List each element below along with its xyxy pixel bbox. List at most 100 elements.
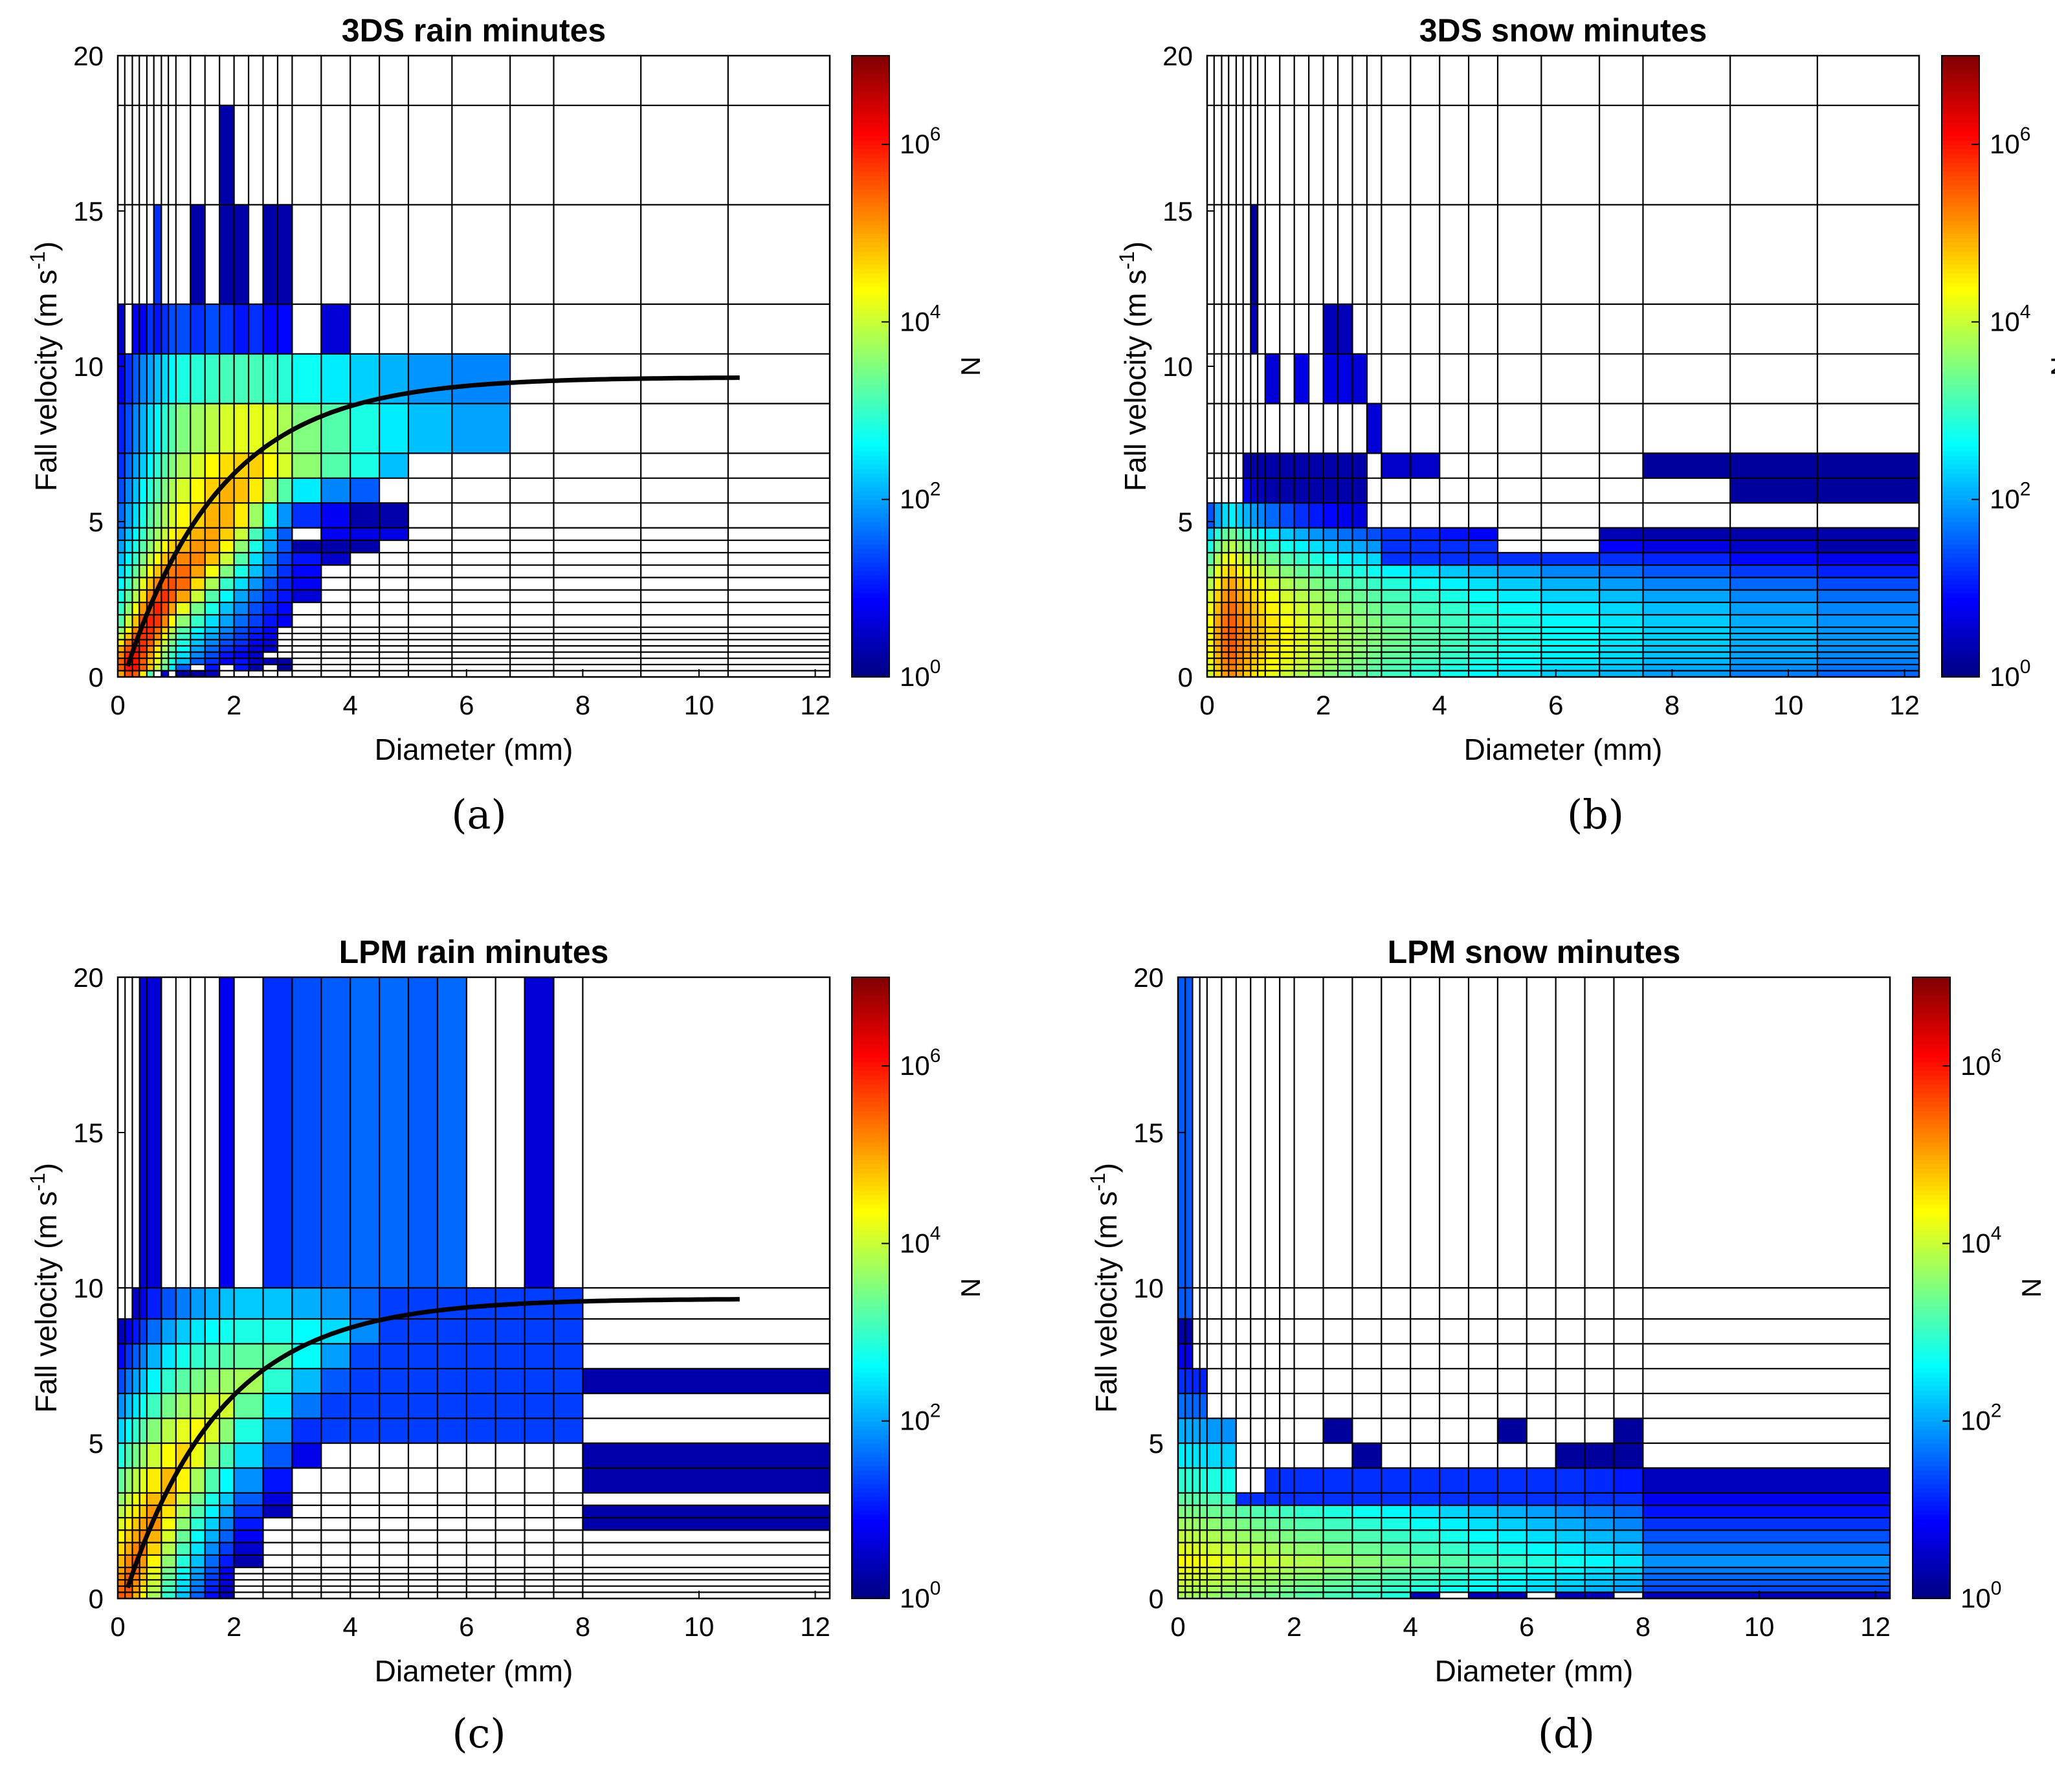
colorbar-step bbox=[852, 224, 889, 230]
heatmap-cell bbox=[1614, 1418, 1643, 1443]
heatmap-cell bbox=[1309, 503, 1324, 528]
heatmap-cell bbox=[1258, 478, 1265, 503]
heatmap-cell bbox=[1258, 577, 1265, 590]
heatmap-cell bbox=[1730, 664, 1817, 671]
heatmap-cell bbox=[132, 1319, 140, 1344]
heatmap-cell bbox=[249, 664, 263, 671]
heatmap-cell bbox=[139, 1319, 147, 1344]
heatmap-cell bbox=[1221, 1542, 1236, 1555]
colorbar-step bbox=[1913, 1532, 1950, 1537]
colorbar-step bbox=[1913, 1145, 1950, 1151]
heatmap-cell bbox=[1338, 615, 1353, 628]
colorbar-step bbox=[1942, 331, 1979, 336]
colorbar-step bbox=[1942, 250, 1979, 256]
heatmap-cell bbox=[1469, 590, 1498, 603]
heatmap-cell bbox=[1265, 670, 1280, 677]
heatmap-cell bbox=[1614, 1518, 1643, 1531]
heatmap-cell bbox=[1469, 664, 1498, 671]
heatmap-cell bbox=[132, 565, 140, 578]
heatmap-cell bbox=[1338, 670, 1353, 677]
colorbar-step bbox=[1942, 180, 1979, 185]
x-tick-label: 2 bbox=[227, 690, 241, 720]
colorbar-step bbox=[1942, 455, 1979, 460]
heatmap-cell bbox=[205, 1368, 220, 1394]
heatmap-cell bbox=[1265, 652, 1280, 659]
colorbar-step bbox=[1942, 397, 1979, 403]
heatmap-cell bbox=[1541, 633, 1600, 640]
heatmap-cell bbox=[292, 553, 322, 566]
heatmap-cell bbox=[1294, 1586, 1324, 1593]
heatmap-cell bbox=[1228, 615, 1236, 628]
heatmap-cell bbox=[161, 1518, 176, 1531]
heatmap-cell bbox=[1221, 540, 1229, 553]
heatmap-cell bbox=[1250, 1492, 1265, 1505]
colorbar-step bbox=[852, 1039, 889, 1045]
heatmap-cell bbox=[1410, 664, 1440, 671]
colorbar-step bbox=[1942, 508, 1979, 514]
heatmap-cell bbox=[1309, 664, 1324, 671]
heatmap-cell bbox=[161, 1288, 176, 1319]
x-tick-label: 12 bbox=[800, 690, 830, 720]
heatmap-cell bbox=[190, 1518, 205, 1531]
heatmap-cell bbox=[1410, 1573, 1440, 1580]
heatmap-cell bbox=[1250, 1573, 1265, 1580]
heatmap-cell bbox=[408, 1418, 438, 1443]
heatmap-cell bbox=[1178, 1368, 1186, 1394]
heatmap-cell bbox=[1439, 1518, 1469, 1531]
colorbar-step bbox=[1942, 481, 1979, 487]
colorbar-step bbox=[852, 641, 889, 647]
colorbar-step bbox=[852, 1350, 889, 1355]
heatmap-cell bbox=[452, 403, 511, 454]
x-tick-label: 12 bbox=[1889, 690, 1920, 720]
colorbar-step bbox=[1942, 525, 1979, 531]
colorbar-step bbox=[1913, 995, 1950, 1001]
heatmap-cell bbox=[1294, 615, 1309, 628]
colorbar-step bbox=[1942, 242, 1979, 247]
heatmap-cell bbox=[1250, 453, 1258, 478]
colorbar-step bbox=[1942, 588, 1979, 593]
colorbar-step bbox=[852, 366, 889, 371]
heatmap-cell bbox=[1243, 478, 1251, 503]
heatmap-cell bbox=[1265, 565, 1280, 578]
colorbar-step bbox=[852, 384, 889, 390]
heatmap-cell bbox=[1206, 1567, 1222, 1574]
heatmap-cell bbox=[161, 1505, 176, 1518]
heatmap-cell bbox=[1214, 577, 1222, 590]
heatmap-cell bbox=[124, 639, 133, 646]
colorbar-tick-label: 104 bbox=[1961, 1222, 2001, 1258]
colorbar-step bbox=[852, 1012, 889, 1018]
colorbar-step bbox=[1913, 1461, 1950, 1466]
colorbar-step bbox=[1913, 1035, 1950, 1040]
colorbar-step bbox=[1913, 1141, 1950, 1147]
heatmap-cell bbox=[1309, 627, 1324, 634]
heatmap-cell bbox=[1294, 478, 1309, 503]
y-tick-label: 0 bbox=[89, 1584, 104, 1614]
heatmap-cell bbox=[1207, 527, 1214, 540]
heatmap-cell bbox=[168, 304, 176, 354]
heatmap-cell bbox=[1250, 639, 1258, 646]
heatmap-cell bbox=[1250, 1580, 1265, 1586]
heatmap-cell bbox=[205, 403, 220, 454]
heatmap-cell bbox=[1381, 602, 1411, 615]
heatmap-cell bbox=[1323, 453, 1339, 478]
heatmap-cell bbox=[219, 633, 234, 640]
colorbar-step bbox=[1913, 1088, 1950, 1094]
heatmap-cell bbox=[1265, 1468, 1280, 1493]
heatmap-cell bbox=[153, 503, 162, 528]
heatmap-cell bbox=[1265, 527, 1280, 540]
heatmap-cell bbox=[118, 615, 125, 628]
colorbar-step bbox=[1913, 1164, 1950, 1169]
colorbar-step bbox=[852, 539, 889, 545]
colorbar-step bbox=[1913, 1070, 1950, 1076]
heatmap-cell bbox=[146, 646, 154, 652]
heatmap-cell bbox=[190, 1542, 205, 1555]
heatmap-cell bbox=[263, 453, 278, 478]
colorbar-step bbox=[852, 468, 889, 474]
heatmap-cell bbox=[1338, 453, 1353, 478]
heatmap-cell bbox=[1323, 627, 1339, 634]
heatmap-cell bbox=[263, 602, 278, 615]
heatmap-cell bbox=[1730, 527, 1817, 540]
heatmap-cell bbox=[118, 1580, 126, 1586]
heatmap-cell bbox=[139, 453, 147, 478]
